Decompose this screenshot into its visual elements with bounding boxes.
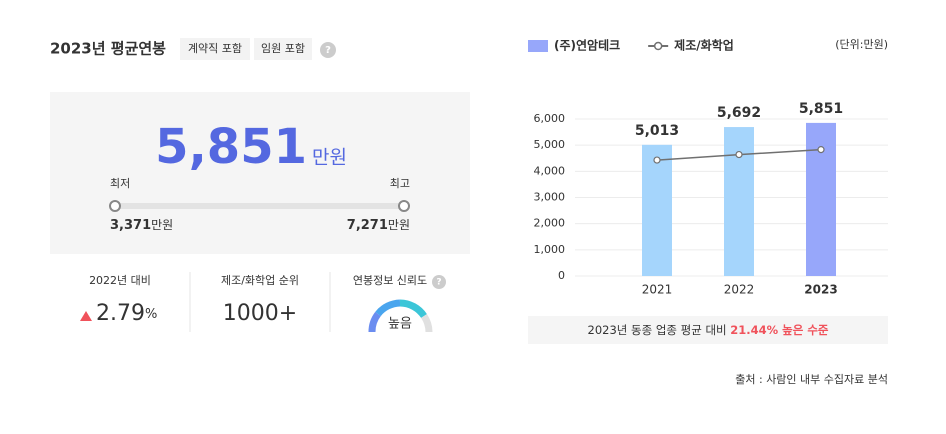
source: 출처 : 사람인 내부 수집자료 분석 — [735, 373, 888, 386]
help-icon[interactable] — [320, 42, 336, 58]
summary-box — [50, 92, 470, 254]
legend-label: 제조/화학업 — [674, 38, 734, 53]
tag-bg — [254, 38, 312, 60]
y-tick-label: 1,000 — [534, 243, 566, 256]
line-point — [735, 150, 743, 159]
trust-label: 연봉정보 신뢰도 — [353, 274, 427, 287]
trust: 높음 — [388, 317, 412, 332]
note-box — [528, 316, 888, 344]
note: 2023년 동종 업종 평균 대비 21.44% 높은 수준 — [588, 323, 829, 337]
value-label: 5,851 — [799, 101, 843, 117]
gauge-seg — [375, 299, 401, 317]
legend-label: (주)연암테크 — [554, 38, 620, 53]
change-value: 2.79 — [96, 301, 145, 326]
range-track — [115, 203, 404, 209]
change: 2.79% — [96, 301, 157, 326]
gauge-seg — [420, 314, 433, 333]
min-label: 최저 — [110, 177, 130, 190]
x-tick-label: 2021 — [642, 283, 673, 297]
value-label: 5,013 — [635, 123, 679, 139]
max-unit: 만원 — [388, 218, 410, 232]
y-tick-label: 5,000 — [534, 138, 566, 151]
min-unit: 만원 — [151, 218, 173, 232]
max-value: 7,271 — [347, 218, 388, 233]
rank: 1000+ — [223, 301, 297, 326]
value-label: 5,692 — [717, 105, 761, 121]
max-label: 최고 — [390, 177, 410, 190]
legend-marker — [653, 41, 663, 51]
unit-label: (단위:만원) — [835, 38, 888, 51]
help-icon[interactable] — [432, 275, 446, 289]
note-text: 2023년 동종 업종 평균 대비 — [588, 323, 727, 337]
y-tick-label: 4,000 — [534, 164, 566, 177]
x-tick-label: 2022 — [724, 283, 755, 297]
line-point — [817, 146, 825, 154]
tag: 계약직 포함 — [188, 41, 242, 55]
bar — [724, 127, 754, 277]
x-tick-label: 2023 — [804, 283, 837, 297]
tag: 임원 포함 — [261, 42, 305, 55]
min: 3,371만원 — [110, 218, 173, 233]
max: 7,271만원 — [347, 218, 410, 233]
range-min — [109, 200, 121, 212]
y-tick-label: 3,000 — [534, 191, 566, 204]
amount-unit: 만원 — [312, 147, 347, 169]
bar — [642, 144, 672, 276]
tag-bg — [180, 38, 250, 60]
y-tick-label: 2,000 — [534, 217, 566, 230]
rank-label: 제조/화학업 순위 — [221, 274, 299, 287]
change-label: 2022년 대비 — [89, 274, 151, 287]
gauge-seg — [399, 299, 427, 319]
legend-swatch — [528, 40, 548, 52]
range-max — [398, 200, 410, 212]
note-highlight: 21.44% 높은 수준 — [730, 323, 829, 337]
y-tick-label: 0 — [558, 269, 565, 282]
help-mark: ? — [436, 278, 441, 288]
line-point — [653, 156, 661, 164]
title: 2023년 평균연봉 — [50, 40, 166, 58]
help-mark: ? — [325, 45, 331, 56]
change-unit: % — [145, 307, 157, 322]
y-tick-label: 6,000 — [534, 112, 566, 125]
bar — [806, 122, 836, 276]
gauge-seg — [368, 311, 381, 333]
up-arrow — [80, 311, 92, 321]
min-value: 3,371 — [110, 218, 151, 233]
amount: 5,851 — [155, 119, 307, 175]
